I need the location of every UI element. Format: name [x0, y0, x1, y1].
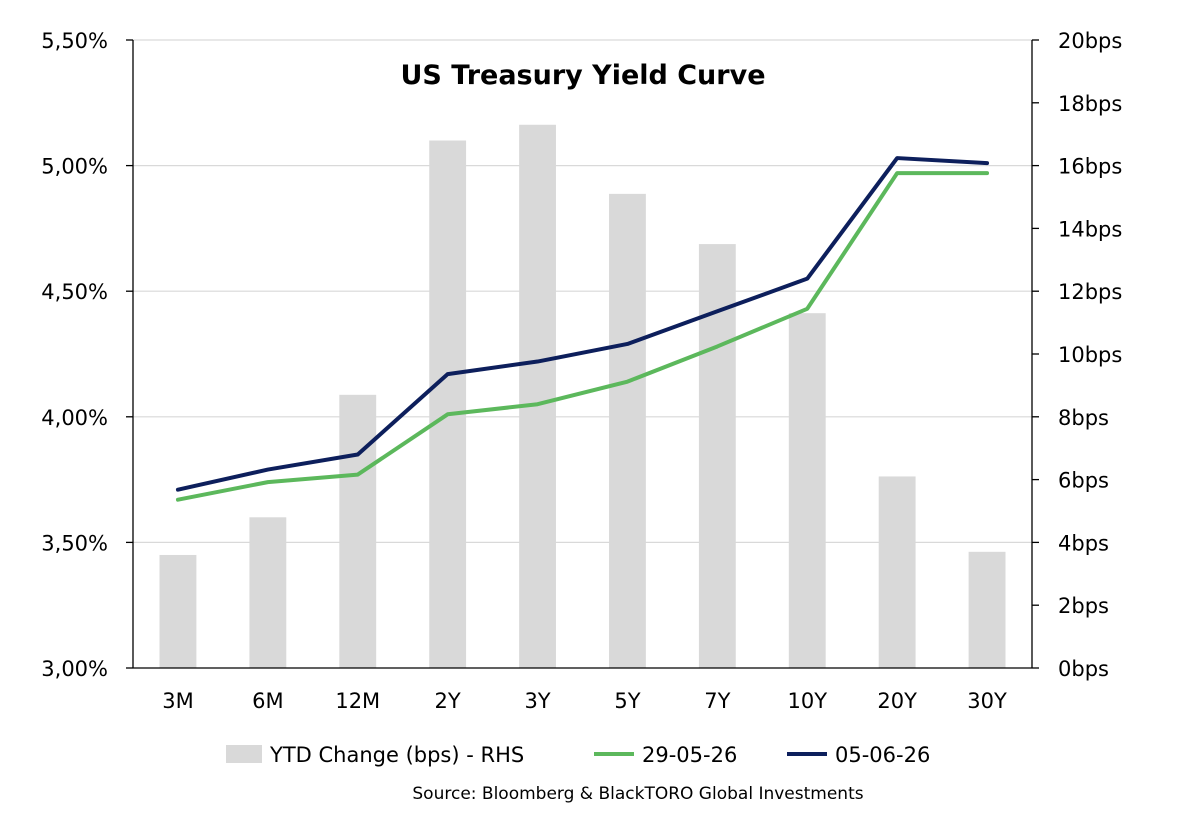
right-tick-label: 16bps [1058, 155, 1122, 179]
category-label: 2Y [435, 689, 461, 713]
category-label: 7Y [704, 689, 730, 713]
right-tick-label: 4bps [1058, 531, 1109, 555]
legend-swatch-bars [226, 745, 262, 763]
legend-label-line: 05-06-26 [835, 743, 930, 767]
category-label: 10Y [787, 689, 827, 713]
left-tick-label: 5,50% [41, 29, 108, 53]
right-tick-label: 6bps [1058, 469, 1109, 493]
category-axis-ticks: 3M 6M 12M 2Y 3Y 5Y 7Y 10Y 20Y 30Y [162, 689, 1007, 713]
category-label: 3Y [524, 689, 550, 713]
left-tick-label: 3,50% [41, 531, 108, 555]
source-note: Source: Bloomberg & BlackTORO Global Inv… [412, 784, 863, 804]
category-label: 3M [162, 689, 193, 713]
right-tick-label: 10bps [1058, 343, 1122, 367]
legend: YTD Change (bps) - RHS 29-05-26 05-06-26 [226, 743, 930, 767]
legend-label-line: 29-05-26 [642, 743, 737, 767]
ytd-bar [609, 193, 646, 669]
category-label: 30Y [967, 689, 1007, 713]
ytd-change-bars [159, 124, 1006, 669]
yield-lines [175, 156, 990, 502]
ytd-bar [788, 313, 826, 668]
right-tick-label: 18bps [1058, 92, 1122, 116]
series-line [175, 171, 990, 502]
ytd-bar [249, 517, 287, 668]
left-tick-label: 5,00% [41, 155, 108, 179]
right-tick-label: 2bps [1058, 594, 1109, 618]
left-tick-label: 4,00% [41, 406, 108, 430]
chart-title: US Treasury Yield Curve [400, 60, 765, 91]
right-tick-label: 8bps [1058, 406, 1109, 430]
legend-label-bars: YTD Change (bps) - RHS [269, 743, 524, 767]
right-tick-label: 20bps [1058, 29, 1122, 53]
ytd-bar [339, 394, 377, 668]
ytd-bar [878, 476, 916, 668]
right-tick-label: 12bps [1058, 280, 1122, 304]
category-label: 12M [335, 689, 380, 713]
left-tick-label: 4,50% [41, 280, 108, 304]
ytd-bar [519, 124, 556, 668]
right-axis-ticks: 0bps 2bps 4bps 6bps 8bps 10bps 12bps 14bps 16bps… [1032, 29, 1122, 681]
ytd-bar [159, 554, 197, 668]
left-axis-ticks: 3,00% 3,50% 4,00% 4,50% 5,00% 5,50% [41, 29, 133, 681]
left-tick-label: 3,00% [41, 657, 108, 681]
right-tick-label: 0bps [1058, 657, 1109, 681]
category-label: 5Y [614, 689, 640, 713]
gridlines [133, 39, 1032, 544]
ytd-bar [968, 551, 1006, 668]
category-label: 6M [252, 689, 283, 713]
right-tick-label: 14bps [1058, 217, 1122, 241]
series-line [175, 156, 990, 492]
ytd-bar [429, 140, 467, 669]
category-label: 20Y [877, 689, 917, 713]
